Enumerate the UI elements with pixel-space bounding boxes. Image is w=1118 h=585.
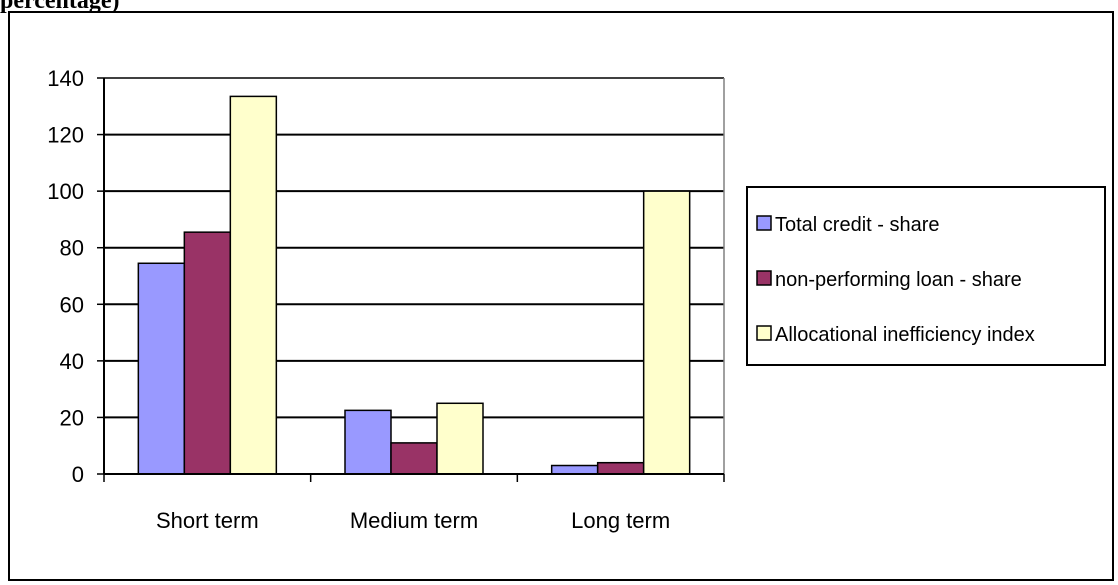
y-tick-label: 40	[60, 349, 84, 374]
y-tick-label: 60	[60, 292, 84, 317]
bar	[344, 409, 392, 475]
legend-label: Total credit - share	[775, 214, 940, 236]
axes	[97, 77, 725, 482]
y-tick-label: 120	[47, 123, 84, 148]
category-label: Long term	[571, 508, 670, 533]
y-tick-labels: 0 20 40 60 80 100 120 140	[47, 66, 84, 487]
x-tick-labels: Short term Medium term Long term	[156, 508, 670, 533]
legend-swatch	[756, 325, 772, 341]
bar	[183, 231, 232, 475]
legend-swatch	[756, 270, 772, 286]
category-label: Medium term	[350, 508, 478, 533]
partial-heading: percentage)	[0, 0, 120, 14]
legend-swatch	[756, 215, 772, 231]
y-tick-label: 140	[47, 66, 84, 91]
bar	[390, 442, 438, 475]
bars	[137, 95, 691, 475]
legend-label: Allocational inefficiency index	[775, 324, 1035, 346]
legend: Total credit - share non-performing loan …	[746, 186, 1106, 366]
legend-label: non-performing loan - share	[775, 269, 1022, 291]
bar	[596, 461, 645, 475]
y-tick-label: 80	[60, 236, 84, 261]
bar	[642, 190, 691, 475]
bar	[229, 95, 278, 475]
category-label: Short term	[156, 508, 259, 533]
y-tick-label: 20	[60, 405, 84, 430]
y-tick-label: 0	[72, 462, 84, 487]
bar	[436, 402, 484, 475]
bar	[550, 464, 599, 475]
bar	[137, 262, 186, 475]
legend-box	[746, 186, 1106, 366]
y-tick-label: 100	[47, 179, 84, 204]
